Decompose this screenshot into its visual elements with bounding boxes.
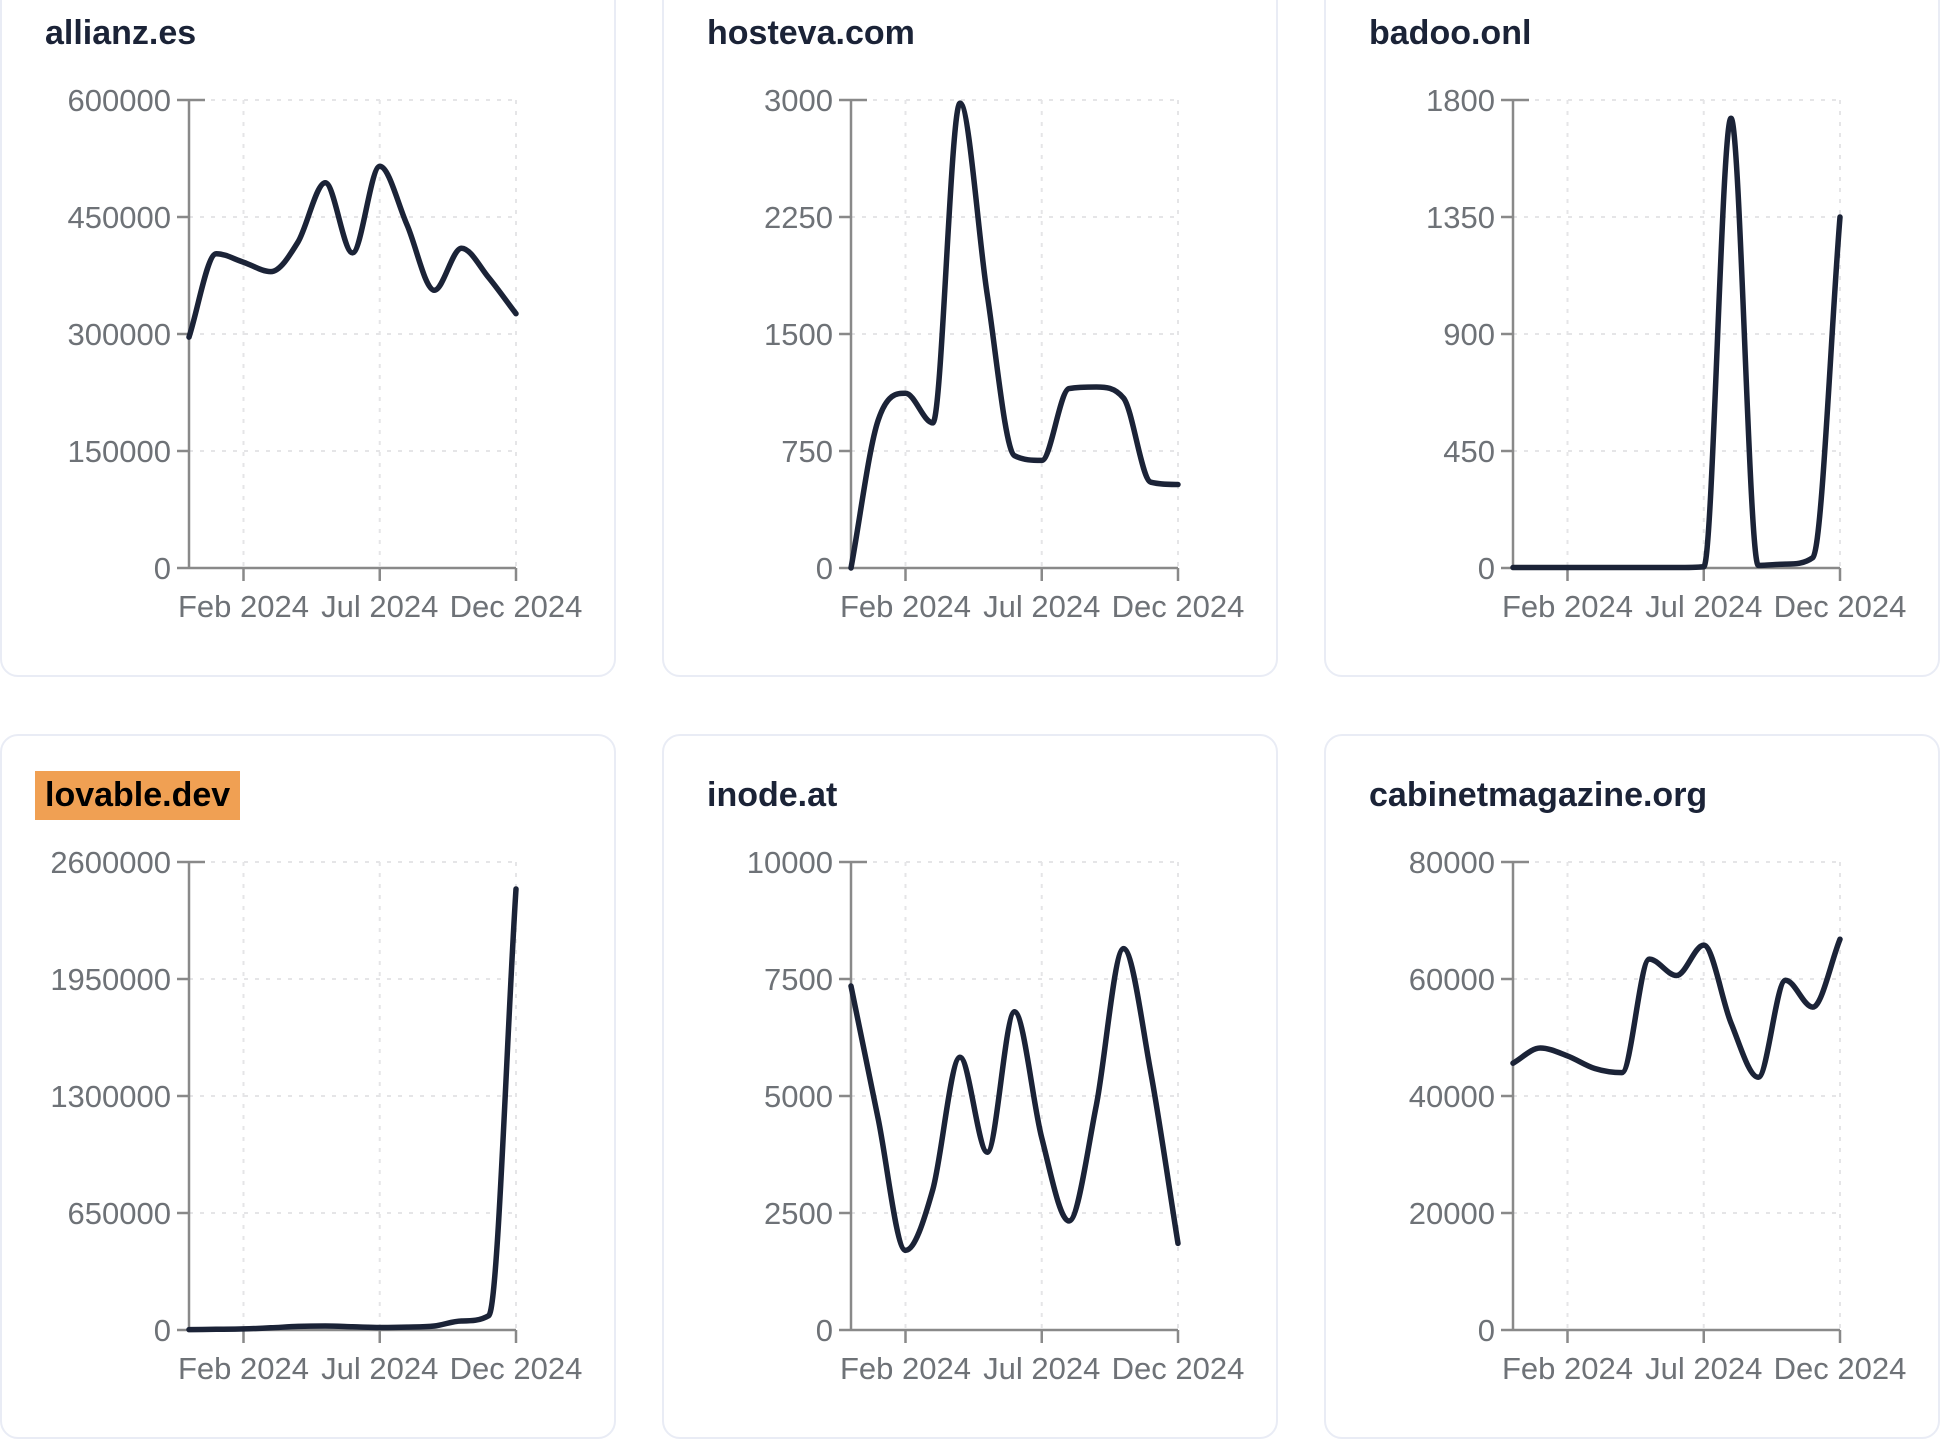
y-tick-label: 600000	[68, 83, 171, 118]
x-tick-label: Jul 2024	[983, 589, 1100, 624]
line-chart: 0 2500 5000 7500 10000 Feb 2024 Jul 2024 Dec 20…	[747, 845, 1245, 1386]
y-tick-label: 1500	[764, 317, 833, 352]
x-tick-label: Jul 2024	[1645, 589, 1762, 624]
y-tick-label: 0	[816, 1313, 833, 1348]
y-tick-label: 650000	[68, 1196, 171, 1231]
chart-card-badoo.onl: badoo.onl 0 450 900 1350 1800 Feb 2024 Jul 202…	[1324, 0, 1940, 677]
y-tick-label: 2250	[764, 200, 833, 235]
y-tick-label: 0	[1478, 551, 1495, 586]
x-tick-label: Dec 2024	[1112, 1351, 1245, 1386]
y-tick-label: 450	[1443, 434, 1495, 469]
series-line	[1510, 936, 1843, 1081]
y-tick-label: 40000	[1409, 1079, 1495, 1114]
chart-title-text: allianz.es	[45, 14, 197, 52]
y-tick-label: 1300000	[50, 1079, 171, 1114]
chart-title-text: inode.at	[707, 776, 838, 814]
y-tick-label: 300000	[68, 317, 171, 352]
line-chart: 0 650000 1300000 1950000 2600000 Feb 2024 Jul …	[50, 845, 583, 1386]
x-tick-label: Feb 2024	[1502, 1351, 1633, 1386]
chart-title: cabinetmagazine.org	[1369, 776, 1707, 815]
line-chart: 0 20000 40000 60000 80000 Feb 2024 Jul 2024 Dec…	[1409, 845, 1907, 1386]
chart-title: inode.at	[707, 776, 837, 815]
y-tick-label: 450000	[68, 200, 171, 235]
series-line	[186, 163, 519, 340]
y-tick-label: 1350	[1426, 200, 1495, 235]
x-tick-label: Dec 2024	[450, 1351, 583, 1386]
x-tick-label: Feb 2024	[178, 1351, 309, 1386]
y-tick-label: 750	[781, 434, 833, 469]
chart-title: badoo.onl	[1369, 14, 1531, 53]
x-tick-label: Feb 2024	[840, 589, 971, 624]
y-tick-label: 0	[816, 551, 833, 586]
series-line	[848, 100, 1181, 571]
x-tick-label: Feb 2024	[840, 1351, 971, 1386]
line-chart: 0 450 900 1350 1800 Feb 2024 Jul 2024 Dec 2024	[1426, 83, 1907, 624]
y-tick-label: 10000	[747, 845, 833, 880]
y-tick-label: 2600000	[50, 845, 171, 880]
chart-title-text: cabinetmagazine.org	[1369, 776, 1708, 814]
x-tick-label: Feb 2024	[1502, 589, 1633, 624]
chart-card-cabinetmagazine.org: cabinetmagazine.org 0 20000 40000 60000 8000…	[1324, 734, 1940, 1439]
series-line	[1510, 115, 1843, 571]
y-tick-label: 2500	[764, 1196, 833, 1231]
y-tick-label: 0	[1478, 1313, 1495, 1348]
y-tick-label: 80000	[1409, 845, 1495, 880]
chart-title: hosteva.com	[707, 14, 915, 53]
y-tick-label: 5000	[764, 1079, 833, 1114]
y-tick-label: 0	[154, 551, 171, 586]
y-tick-label: 3000	[764, 83, 833, 118]
y-tick-label: 1800	[1426, 83, 1495, 118]
chart-title: allianz.es	[45, 14, 196, 53]
chart-title-text: hosteva.com	[707, 14, 915, 52]
x-tick-label: Dec 2024	[1774, 589, 1907, 624]
series-line	[848, 945, 1181, 1254]
y-tick-label: 0	[154, 1313, 171, 1348]
chart-card-lovable.dev: lovable.dev 0 650000 1300000 1950000 2600000…	[0, 734, 616, 1439]
y-tick-label: 1950000	[50, 962, 171, 997]
x-tick-label: Jul 2024	[1645, 1351, 1762, 1386]
y-tick-label: 20000	[1409, 1196, 1495, 1231]
y-tick-label: 150000	[68, 434, 171, 469]
y-tick-label: 60000	[1409, 962, 1495, 997]
x-tick-label: Dec 2024	[1112, 589, 1245, 624]
x-tick-label: Dec 2024	[1774, 1351, 1907, 1386]
y-tick-label: 7500	[764, 962, 833, 997]
chart-card-inode.at: inode.at 0 2500 5000 7500 10000 Feb 2024 Jul 2…	[662, 734, 1278, 1439]
x-tick-label: Jul 2024	[321, 589, 438, 624]
chart-card-allianz.es: allianz.es 0 150000 300000 450000 600000 Feb …	[0, 0, 616, 677]
line-chart: 0 150000 300000 450000 600000 Feb 2024 Jul 202…	[68, 83, 583, 624]
series-line	[186, 886, 519, 1333]
x-tick-label: Feb 2024	[178, 589, 309, 624]
chart-title-text: lovable.dev	[35, 771, 241, 820]
chart-title: lovable.dev	[35, 771, 241, 820]
y-tick-label: 900	[1443, 317, 1495, 352]
chart-title-text: badoo.onl	[1369, 14, 1532, 52]
chart-card-hosteva.com: hosteva.com 0 750 1500 2250 3000 Feb 2024 Jul …	[662, 0, 1278, 677]
x-tick-label: Dec 2024	[450, 589, 583, 624]
line-chart: 0 750 1500 2250 3000 Feb 2024 Jul 2024 Dec 2024	[764, 83, 1245, 624]
x-tick-label: Jul 2024	[983, 1351, 1100, 1386]
x-tick-label: Jul 2024	[321, 1351, 438, 1386]
